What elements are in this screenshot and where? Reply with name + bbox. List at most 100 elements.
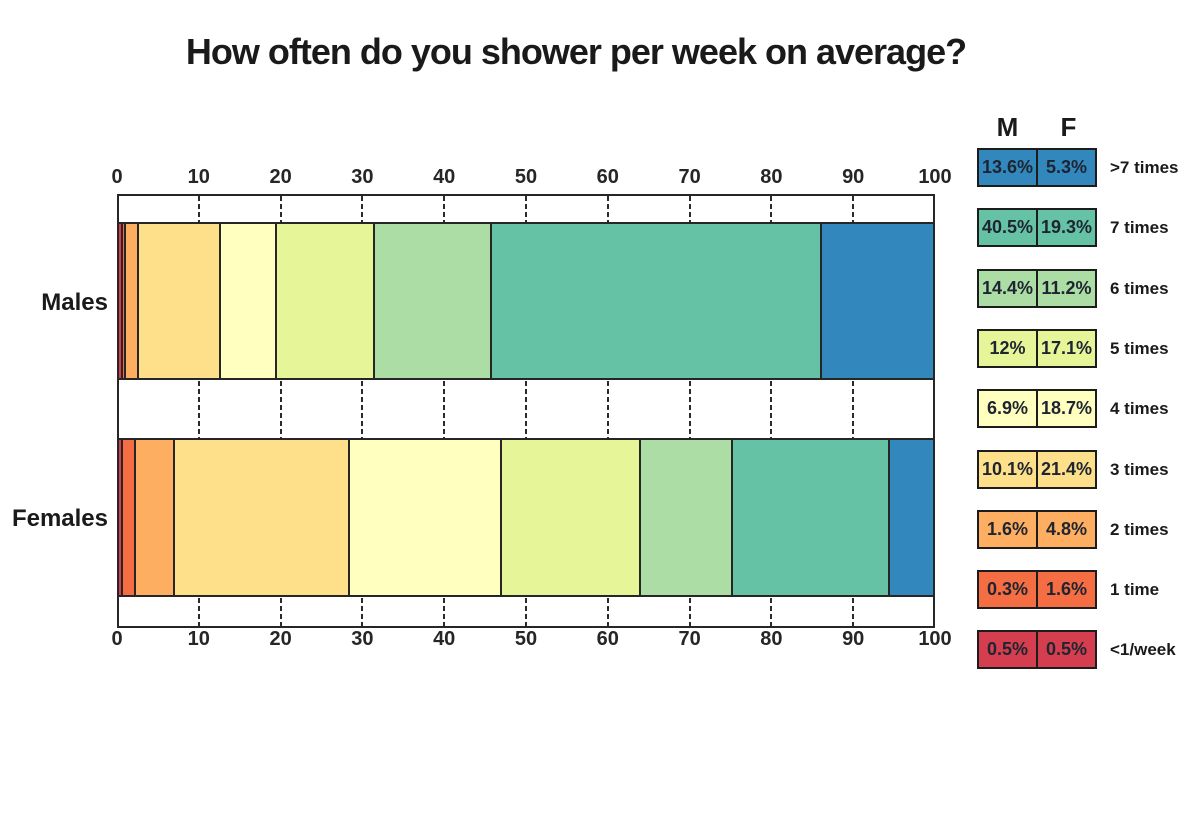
axis-tick-label: 30 — [351, 166, 374, 188]
gridline — [279, 381, 282, 438]
legend-cell-m: 14.4% — [977, 269, 1038, 308]
bar-segment-7-times — [492, 224, 823, 378]
legend-row: 14.4% 11.2% 6 times — [977, 269, 1200, 308]
axis-tick-label: 30 — [351, 628, 374, 650]
axis-tick-label: 40 — [433, 166, 456, 188]
gridline — [688, 598, 691, 626]
gridline — [852, 598, 855, 626]
gridline — [852, 381, 855, 438]
legend-header-f: F — [1060, 112, 1077, 142]
legend-row-label: 3 times — [1110, 460, 1169, 479]
gridline — [525, 196, 527, 222]
legend-row: 0.3% 1.6% 1 time — [977, 570, 1200, 609]
bar-segment-4-times — [220, 224, 278, 378]
bar-segment-1-time — [123, 224, 126, 378]
legend-row-label: 7 times — [1110, 218, 1169, 237]
axis-tick-label: 40 — [433, 628, 456, 650]
legend-row: 10.1% 21.4% 3 times — [977, 450, 1200, 489]
gridline — [443, 196, 446, 222]
gridline — [443, 598, 446, 626]
bar-segment-6-times — [374, 224, 493, 378]
legend-cell-f: 5.3% — [1036, 148, 1097, 187]
chart-title: How often do you shower per week on aver… — [185, 31, 967, 72]
legend-header-m: M — [996, 112, 1019, 142]
axis-tick-label: 0 — [111, 628, 123, 650]
gridline — [443, 381, 446, 438]
bar-segment--7-times — [822, 224, 933, 378]
legend-cell-f: 4.8% — [1036, 510, 1097, 549]
gridline — [197, 196, 200, 222]
axis-tick-label: 10 — [187, 628, 210, 650]
legend-row: 40.5% 19.3% 7 times — [977, 208, 1200, 247]
gridline — [688, 381, 691, 438]
axis-tick-label: 80 — [760, 166, 783, 188]
legend-row-label: 2 times — [1110, 520, 1169, 539]
bar-segment--7-times — [889, 440, 933, 595]
grid-strip — [117, 598, 935, 626]
legend-cell-m: 0.5% — [977, 630, 1038, 669]
bar-segment-6-times — [641, 440, 733, 595]
bar-segment--1-week — [119, 224, 124, 378]
gridline — [606, 381, 609, 438]
bar-segment-7-times — [732, 440, 890, 595]
bar-segment-3-times — [175, 440, 350, 595]
legend-cell-m: 10.1% — [977, 450, 1038, 489]
males-label: Males — [41, 289, 108, 316]
gridline — [770, 381, 773, 438]
gridline — [197, 381, 200, 438]
legend-row: 1.6% 4.8% 2 times — [977, 510, 1200, 549]
axis-tick-label: 100 — [918, 166, 952, 188]
gridline — [606, 598, 609, 626]
bar-segment-2-times — [125, 224, 139, 378]
legend-cell-m: 13.6% — [977, 148, 1038, 187]
legend-cell-f: 0.5% — [1036, 630, 1097, 669]
gridline — [606, 196, 609, 222]
bar-segment-4-times — [349, 440, 502, 595]
legend-row-label: 4 times — [1110, 399, 1169, 418]
legend-row-label: 6 times — [1110, 279, 1169, 298]
gridline — [770, 598, 773, 626]
legend-cell-f: 17.1% — [1036, 329, 1097, 368]
gridline — [197, 598, 200, 626]
axis-tick-label: 60 — [596, 166, 619, 188]
legend-cell-m: 0.3% — [977, 570, 1038, 609]
legend-row: 13.6% 5.3% >7 times — [977, 148, 1200, 187]
axis-tick-label: 90 — [842, 166, 865, 188]
legend-cell-m: 1.6% — [977, 510, 1038, 549]
axis-tick-label: 20 — [269, 628, 292, 650]
gridline — [279, 598, 282, 626]
legend-row-label: <1/week — [1110, 640, 1176, 659]
legend-cell-f: 1.6% — [1036, 570, 1097, 609]
legend-cell-m: 12% — [977, 329, 1038, 368]
gridline — [770, 196, 773, 222]
gridline — [525, 381, 527, 438]
gridline — [279, 196, 282, 222]
females-label: Females — [11, 505, 108, 532]
bar-segment-3-times — [138, 224, 221, 378]
bar-segment-5-times — [501, 440, 642, 595]
axis-tick-label: 20 — [269, 166, 292, 188]
bar-segment-2-times — [136, 440, 176, 595]
axis-tick-label: 90 — [842, 628, 865, 650]
legend-row-label: 1 time — [1110, 580, 1160, 599]
gridline — [361, 196, 364, 222]
axis-tick-label: 100 — [918, 628, 952, 650]
legend-cell-m: 40.5% — [977, 208, 1038, 247]
males-bar — [117, 222, 935, 380]
gridline — [361, 598, 364, 626]
bar-segment-1-time — [123, 440, 137, 595]
axis-tick-label: 60 — [596, 628, 619, 650]
axis-tick-label: 50 — [514, 166, 538, 188]
gridline — [525, 598, 527, 626]
legend-row-label: 5 times — [1110, 339, 1169, 358]
bar-segment-5-times — [277, 224, 375, 378]
grid-strip — [117, 196, 935, 222]
legend-row-label: >7 times — [1110, 158, 1179, 177]
gridline — [852, 196, 855, 222]
legend-cell-m: 6.9% — [977, 389, 1038, 428]
legend-cell-f: 11.2% — [1036, 269, 1097, 308]
legend-cell-f: 19.3% — [1036, 208, 1097, 247]
gridline — [688, 196, 691, 222]
legend-row: 12% 17.1% 5 times — [977, 329, 1200, 368]
